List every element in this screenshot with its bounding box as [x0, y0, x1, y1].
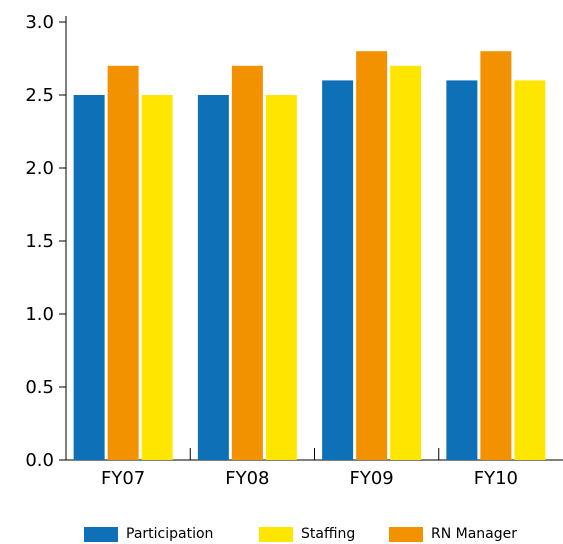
y-tick-label: 0.5 [25, 377, 54, 398]
bar-participation [73, 95, 105, 460]
legend-swatch [84, 526, 118, 542]
legend-label: RN Manager [431, 526, 518, 542]
legend-label: Staffing [301, 526, 356, 542]
bar-rn-manager [107, 65, 139, 461]
bar-rn-manager [231, 65, 263, 461]
x-axis: FY07 FY08 FY09 FY10 [66, 448, 563, 489]
legend-item: Staffing [259, 524, 355, 544]
bar-chart: 0.0 0.5 1.0 1.5 2.0 2.5 3.0 FY07 FY08 FY09 FY10 [25, 12, 563, 489]
bar-rn-manager [356, 51, 388, 460]
y-tick-label: 0.0 [25, 450, 54, 471]
legend-swatch [259, 526, 293, 542]
y-tick-label: 3.0 [25, 12, 54, 33]
legend: Participation Staffing RN Manager [0, 524, 563, 544]
y-tick-label: 1.0 [25, 304, 54, 325]
x-tick-label: FY07 [101, 468, 145, 489]
y-tick-label: 1.5 [25, 231, 54, 252]
bar-participation [446, 80, 478, 461]
legend-item: Participation [84, 524, 213, 544]
y-tick-label: 2.0 [25, 158, 54, 179]
legend-swatch [389, 526, 423, 542]
bars [73, 51, 546, 461]
bar-staffing [265, 95, 297, 460]
bar-rn-manager [480, 51, 512, 460]
x-tick-label: FY10 [474, 468, 518, 489]
legend-label: Participation [126, 526, 214, 542]
bar-participation [322, 80, 354, 461]
bar-participation [197, 95, 229, 460]
legend-item: RN Manager [389, 524, 517, 544]
y-tick-label: 2.5 [25, 85, 54, 106]
x-tick-label: FY09 [349, 468, 393, 489]
bar-staffing [514, 80, 546, 461]
x-tick-label: FY08 [225, 468, 269, 489]
y-axis: 0.0 0.5 1.0 1.5 2.0 2.5 3.0 [25, 12, 67, 471]
bar-staffing [390, 65, 422, 461]
bar-staffing [141, 95, 173, 460]
